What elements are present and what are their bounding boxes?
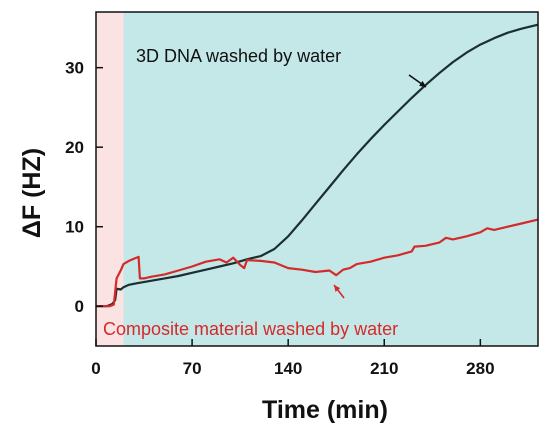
x-tick-label: 70	[183, 359, 202, 378]
annotation-3d-dna: 3D DNA washed by water	[136, 46, 341, 66]
x-tick-label: 210	[370, 359, 398, 378]
y-tick-label: 30	[65, 59, 84, 78]
axis-ticks: 0 70 140 210 280 0 10 20 30	[65, 59, 494, 378]
x-axis-title: Time (min)	[262, 396, 388, 424]
arrow-head	[334, 285, 341, 292]
background-regions	[96, 12, 538, 346]
arrow-head	[419, 80, 426, 87]
x-tick-label: 0	[91, 359, 100, 378]
shaded-region-1	[96, 12, 124, 346]
y-tick-label: 0	[75, 297, 84, 316]
y-tick-label: 20	[65, 138, 84, 157]
y-axis-title: ΔF (HZ)	[18, 148, 46, 238]
plot-frame	[95, 11, 539, 347]
series-line-3d-dna	[96, 23, 539, 308]
shaded-region-2	[123, 12, 538, 346]
series-line-composite	[96, 218, 539, 308]
data-series	[96, 23, 539, 308]
x-tick-label: 280	[466, 359, 494, 378]
annotation-composite: Composite material washed by water	[103, 319, 398, 339]
x-tick-label: 140	[274, 359, 302, 378]
y-tick-label: 10	[65, 218, 84, 237]
